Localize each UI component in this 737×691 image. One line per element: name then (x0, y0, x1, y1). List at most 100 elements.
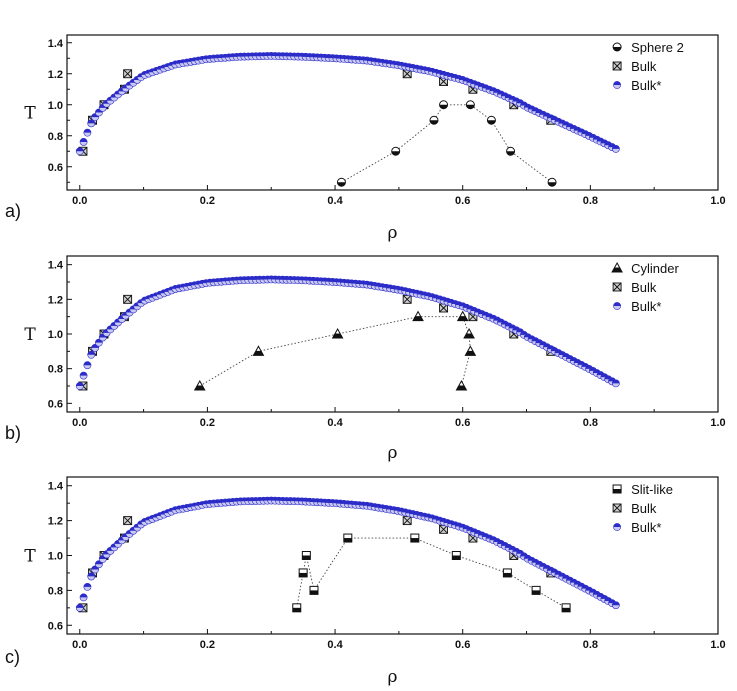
series-boxed-x (78, 294, 556, 391)
legend-label: Bulk (631, 59, 657, 74)
legend-marker (612, 484, 622, 494)
series-line (341, 104, 553, 183)
y-tick-label: 0.8 (48, 364, 63, 376)
x-tick-label: 0.8 (583, 417, 598, 429)
series-blue-circle (75, 52, 620, 156)
y-axis-title: T (24, 325, 36, 345)
data-point (79, 138, 88, 146)
x-tick-label: 0.4 (327, 417, 343, 429)
legend-marker (612, 282, 622, 292)
legend-label: Bulk* (631, 520, 661, 535)
legend-label: Bulk* (631, 78, 661, 93)
data-point (87, 350, 96, 359)
data-point (566, 123, 574, 132)
data-point (465, 100, 475, 110)
x-tick-label: 0.0 (72, 417, 87, 429)
y-tick-label: 0.6 (48, 162, 63, 174)
data-point (79, 371, 88, 380)
panel-label: a) (5, 201, 21, 221)
y-tick-label: 0.6 (48, 620, 63, 632)
data-point (402, 516, 412, 526)
data-point (193, 379, 206, 391)
data-point (543, 112, 551, 121)
x-axis-title: ρ (388, 667, 398, 687)
legend-label: Cylinder (631, 261, 679, 276)
data-point (611, 379, 620, 388)
series-line (199, 316, 471, 387)
data-point (410, 533, 420, 543)
legend: Slit-like Bulk Bulk* (612, 482, 673, 535)
plot-frame (66, 34, 719, 191)
data-point (79, 593, 88, 602)
legend-marker (612, 61, 622, 71)
chart-panel-1: 0.0 0.2 0.4 0.6 0.8 1.0 0.6 0.8 1.0 1.2 1.4 Tρ a) Sph… (5, 34, 726, 243)
x-tick-label: 0.6 (455, 639, 470, 651)
y-tick-label: 0.8 (48, 585, 63, 597)
series-triangle (193, 310, 477, 391)
y-tick-label: 1.4 (48, 481, 64, 493)
x-tick-label: 0.0 (72, 639, 87, 651)
y-tick-label: 1.4 (48, 260, 64, 272)
data-point (600, 139, 609, 148)
data-point (123, 516, 133, 526)
data-point (464, 345, 477, 356)
legend-marker (613, 302, 621, 310)
y-tick-label: 1.2 (48, 294, 63, 306)
legend-marker (611, 261, 623, 273)
data-point (123, 294, 133, 304)
series-half-square (292, 533, 571, 613)
legend-label: Sphere 2 (631, 40, 684, 55)
data-point (547, 177, 557, 187)
x-tick-label: 1.0 (710, 417, 725, 429)
panel-label: b) (5, 423, 21, 443)
y-tick-label: 0.8 (48, 131, 63, 143)
y-tick-label: 1.2 (48, 516, 63, 528)
plot-frame (66, 255, 719, 413)
legend: Cylinder Bulk Bulk* (611, 261, 679, 314)
legend-marker (612, 42, 622, 52)
data-point (455, 379, 468, 391)
y-axis-title: T (24, 547, 36, 567)
series-boxed-x (78, 69, 556, 156)
series-blue-circle (75, 275, 620, 390)
data-point (95, 560, 103, 569)
data-point (485, 313, 494, 322)
series-blue-circle (75, 496, 620, 612)
x-tick-label: 0.8 (583, 195, 598, 207)
data-point (292, 603, 302, 613)
data-point (391, 146, 401, 156)
data-point (456, 310, 469, 322)
data-point (252, 345, 265, 356)
legend-label: Bulk (631, 501, 657, 516)
data-point (429, 115, 439, 125)
data-point (87, 119, 96, 128)
x-axis-title: ρ (388, 443, 398, 463)
y-tick-label: 1.2 (48, 69, 63, 81)
x-tick-label: 1.0 (710, 195, 725, 207)
y-tick-label: 1.0 (48, 329, 63, 341)
data-point (343, 533, 353, 543)
data-point (402, 69, 412, 79)
data-point (336, 177, 346, 187)
panel-label: c) (5, 647, 20, 667)
data-point (75, 603, 84, 612)
data-point (309, 585, 319, 595)
data-point (611, 145, 620, 153)
data-point (543, 343, 551, 352)
plot-frame (66, 476, 719, 635)
legend: Sphere 2 Bulk Bulk* (612, 40, 684, 93)
data-point (95, 338, 103, 347)
x-tick-label: 0.4 (327, 195, 343, 207)
data-point (561, 603, 571, 613)
series-half-circle (336, 100, 557, 187)
data-point (451, 551, 461, 560)
legend-marker (613, 81, 621, 89)
y-tick-label: 1.0 (48, 100, 63, 112)
data-point (531, 585, 541, 595)
data-point (463, 327, 475, 339)
y-tick-label: 1.0 (48, 551, 63, 563)
x-tick-label: 0.4 (327, 639, 343, 651)
data-point (502, 568, 512, 578)
data-point (83, 128, 92, 137)
y-tick-label: 1.4 (48, 38, 64, 50)
